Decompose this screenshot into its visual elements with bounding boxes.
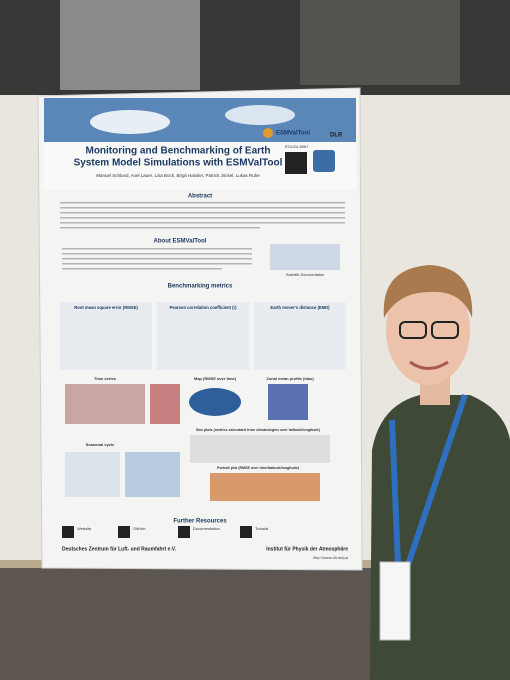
plot-title: Time series bbox=[94, 376, 117, 381]
ceiling-panel bbox=[300, 0, 460, 85]
authors: Manuel Schlund, Axel Lauer, Lisa Bock, B… bbox=[96, 173, 260, 178]
resource-label: GitHub bbox=[133, 526, 146, 531]
name-badge bbox=[379, 561, 411, 641]
metric-box bbox=[157, 302, 249, 370]
poster: Monitoring and Benchmarking of Earth Sys… bbox=[37, 87, 363, 571]
about-text bbox=[62, 248, 252, 270]
metric-title: Pearson correlation coefficient (r) bbox=[169, 305, 237, 310]
person bbox=[370, 265, 510, 680]
smile bbox=[409, 360, 449, 370]
badge-icon bbox=[313, 150, 335, 172]
doc-figure bbox=[270, 244, 340, 270]
plot-title: Zonal mean profile (bias) bbox=[266, 376, 314, 381]
poster-title: System Model Simulations with ESMValTool bbox=[74, 158, 283, 169]
box-plot bbox=[190, 435, 330, 463]
plot-title: Box plots (metrics calculated from clima… bbox=[196, 428, 320, 432]
plot bbox=[268, 384, 308, 420]
cloud bbox=[90, 110, 170, 134]
ceiling-panel bbox=[60, 0, 200, 90]
portrait-plot bbox=[210, 473, 320, 501]
footer-left: Deutsches Zentrum für Luft- und Raumfahr… bbox=[62, 546, 177, 552]
resource-label: Tutorial bbox=[255, 526, 268, 531]
resource-label: Documentation bbox=[193, 526, 220, 531]
poster-id: EGU24-8567 bbox=[285, 144, 309, 149]
metric-boxes: Root mean square error (RMSE) Pearson co… bbox=[60, 302, 346, 370]
caption: Scientific Documentation bbox=[286, 273, 325, 277]
logo: ESMValTool bbox=[276, 131, 310, 137]
logo-icon bbox=[263, 128, 273, 138]
metric-title: Earth mover's distance (EMD) bbox=[270, 305, 330, 310]
section-heading: About ESMValTool bbox=[154, 239, 207, 245]
resource-label: Website bbox=[77, 526, 92, 531]
plot-title: Seasonal cycle bbox=[86, 442, 115, 447]
section-heading: Benchmarking metrics bbox=[168, 284, 233, 290]
footer-right: Institut für Physik der Atmosphäre bbox=[266, 546, 348, 552]
section-heading: Abstract bbox=[188, 194, 212, 200]
glasses bbox=[431, 321, 459, 339]
abstract-text bbox=[60, 202, 345, 229]
metric-box bbox=[254, 302, 346, 370]
face bbox=[386, 275, 470, 385]
plot-title: Portrait plot (RMSE over time/latitude/l… bbox=[217, 466, 300, 470]
metric-box bbox=[60, 302, 152, 370]
footer-url: http://www.dlr.de/pa bbox=[313, 555, 349, 560]
qr-code bbox=[285, 152, 307, 174]
plot bbox=[65, 384, 145, 424]
plot bbox=[125, 452, 180, 497]
plot-title: Map (RMSE over time) bbox=[194, 376, 237, 381]
section-heading: Further Resources bbox=[173, 519, 227, 525]
lanyard bbox=[389, 394, 468, 566]
metric-title: Root mean square error (RMSE) bbox=[74, 305, 138, 310]
glasses bbox=[399, 321, 427, 339]
cloud bbox=[225, 105, 295, 125]
plot bbox=[150, 384, 180, 424]
poster-title: Monitoring and Benchmarking of Earth bbox=[85, 146, 270, 157]
resources: Website GitHub Documentation Tutorial bbox=[62, 526, 268, 538]
plot bbox=[65, 452, 120, 497]
hair bbox=[383, 265, 473, 318]
map-plot bbox=[189, 388, 241, 416]
dlr-logo: DLR bbox=[330, 133, 343, 139]
